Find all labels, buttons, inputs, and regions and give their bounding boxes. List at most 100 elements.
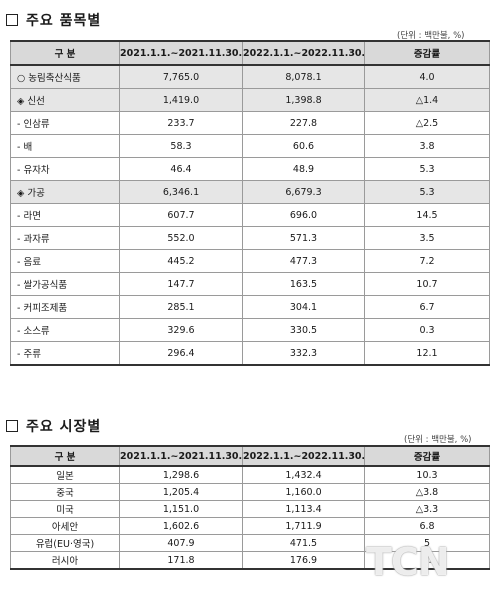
items-table-row: ○ 농림축산식품 7,765.0 8,078.1 4.0 <box>10 64 490 89</box>
change-rate: 12.1 <box>364 341 490 366</box>
value-2021: 1,419.0 <box>119 88 243 112</box>
markets-table-row: 미국 1,151.0 1,113.4 △3.3 <box>10 500 490 518</box>
value-2021: 552.0 <box>119 226 243 250</box>
row-label: - 소스류 <box>10 318 120 342</box>
items-table-row: - 쌀가공식품 147.7 163.5 10.7 <box>10 272 490 296</box>
items-table-row: - 과자류 552.0 571.3 3.5 <box>10 226 490 250</box>
section-title-markets-text: 주요 시장별 <box>26 419 102 435</box>
row-label: - 쌀가공식품 <box>10 272 120 296</box>
change-rate: 3. <box>364 551 490 570</box>
row-label: 러시아 <box>10 551 120 570</box>
value-2022: 227.8 <box>242 111 365 135</box>
row-label: ○ 농림축산식품 <box>10 64 120 89</box>
change-rate: 14.5 <box>364 203 490 227</box>
row-label: - 음료 <box>10 249 120 273</box>
value-2022: 163.5 <box>242 272 365 296</box>
row-label: - 과자류 <box>10 226 120 250</box>
items-table-row: - 소스류 329.6 330.5 0.3 <box>10 318 490 342</box>
items-table-header: 구 분 2021.1.1.~2021.11.30. 2022.1.1.~2022… <box>10 40 490 66</box>
value-2021: 1,205.4 <box>119 483 243 501</box>
items-table-row: ◈ 신선 1,419.0 1,398.8 △1.4 <box>10 88 490 112</box>
value-2022: 571.3 <box>242 226 365 250</box>
row-label: - 인삼류 <box>10 111 120 135</box>
markets-table-row: 아세안 1,602.6 1,711.9 6.8 <box>10 517 490 535</box>
value-2022: 176.9 <box>242 551 365 570</box>
items-table-row: ◈ 가공 6,346.1 6,679.3 5.3 <box>10 180 490 204</box>
items-table-row: - 주류 296.4 332.3 12.1 <box>10 341 490 366</box>
change-rate: 0.3 <box>364 318 490 342</box>
value-2022: 696.0 <box>242 203 365 227</box>
markets-table-row: 중국 1,205.4 1,160.0 △3.8 <box>10 483 490 501</box>
items-table: 구 분 2021.1.1.~2021.11.30. 2022.1.1.~2022… <box>10 40 490 366</box>
row-label: - 배 <box>10 134 120 158</box>
header-period-2022: 2022.1.1.~2022.11.30. <box>242 40 365 66</box>
row-label: 미국 <box>10 500 120 518</box>
value-2021: 329.6 <box>119 318 243 342</box>
change-rate: 5 <box>364 534 490 552</box>
header-period-2021: 2021.1.1.~2021.11.30. <box>119 40 243 66</box>
change-rate: 4.0 <box>364 64 490 89</box>
header-period-2021: 2021.1.1.~2021.11.30. <box>119 445 243 467</box>
value-2021: 171.8 <box>119 551 243 570</box>
change-rate: 6.8 <box>364 517 490 535</box>
value-2021: 445.2 <box>119 249 243 273</box>
items-table-row: - 유자차 46.4 48.9 5.3 <box>10 157 490 181</box>
value-2021: 7,765.0 <box>119 64 243 89</box>
value-2021: 285.1 <box>119 295 243 319</box>
markets-table-row: 러시아 171.8 176.9 3. <box>10 551 490 570</box>
unit-label-markets: (단위 : 백만불, %) <box>404 435 472 445</box>
header-change-rate: 증감률 <box>364 445 490 467</box>
row-label: 아세안 <box>10 517 120 535</box>
markets-table-row: 일본 1,298.6 1,432.4 10.3 <box>10 465 490 484</box>
section-title-markets: 주요 시장별 <box>6 416 101 436</box>
value-2022: 1,398.8 <box>242 88 365 112</box>
value-2021: 233.7 <box>119 111 243 135</box>
row-label: 일본 <box>10 465 120 484</box>
value-2021: 296.4 <box>119 341 243 366</box>
value-2022: 6,679.3 <box>242 180 365 204</box>
change-rate: 5.3 <box>364 180 490 204</box>
value-2022: 1,113.4 <box>242 500 365 518</box>
change-rate: △3.8 <box>364 483 490 501</box>
square-bullet-icon <box>6 14 18 26</box>
watermark-logo: TCN <box>366 540 450 584</box>
change-rate: 10.3 <box>364 465 490 484</box>
value-2021: 1,151.0 <box>119 500 243 518</box>
header-category: 구 분 <box>10 445 120 467</box>
markets-table-row: 유럽(EU·영국) 407.9 471.5 5 <box>10 534 490 552</box>
row-label: 유럽(EU·영국) <box>10 534 120 552</box>
value-2022: 471.5 <box>242 534 365 552</box>
change-rate: △1.4 <box>364 88 490 112</box>
header-period-2022: 2022.1.1.~2022.11.30. <box>242 445 365 467</box>
value-2021: 58.3 <box>119 134 243 158</box>
row-label: ◈ 신선 <box>10 88 120 112</box>
value-2021: 147.7 <box>119 272 243 296</box>
value-2022: 304.1 <box>242 295 365 319</box>
change-rate: 7.2 <box>364 249 490 273</box>
change-rate: 3.8 <box>364 134 490 158</box>
value-2021: 407.9 <box>119 534 243 552</box>
value-2022: 330.5 <box>242 318 365 342</box>
row-label: ◈ 가공 <box>10 180 120 204</box>
value-2022: 477.3 <box>242 249 365 273</box>
items-table-row: - 라면 607.7 696.0 14.5 <box>10 203 490 227</box>
value-2022: 1,432.4 <box>242 465 365 484</box>
items-table-row: - 배 58.3 60.6 3.8 <box>10 134 490 158</box>
unit-label-items: (단위 : 백만불, %) <box>397 31 465 41</box>
change-rate: △2.5 <box>364 111 490 135</box>
row-label: - 유자차 <box>10 157 120 181</box>
header-change-rate: 증감률 <box>364 40 490 66</box>
change-rate: 6.7 <box>364 295 490 319</box>
value-2022: 60.6 <box>242 134 365 158</box>
items-table-row: - 음료 445.2 477.3 7.2 <box>10 249 490 273</box>
section-title-items: 주요 품목별 <box>6 10 101 30</box>
value-2022: 48.9 <box>242 157 365 181</box>
change-rate: 5.3 <box>364 157 490 181</box>
value-2021: 607.7 <box>119 203 243 227</box>
row-label: - 라면 <box>10 203 120 227</box>
section-title-items-text: 주요 품목별 <box>26 13 102 29</box>
change-rate: △3.3 <box>364 500 490 518</box>
value-2022: 1,711.9 <box>242 517 365 535</box>
value-2021: 46.4 <box>119 157 243 181</box>
change-rate: 3.5 <box>364 226 490 250</box>
